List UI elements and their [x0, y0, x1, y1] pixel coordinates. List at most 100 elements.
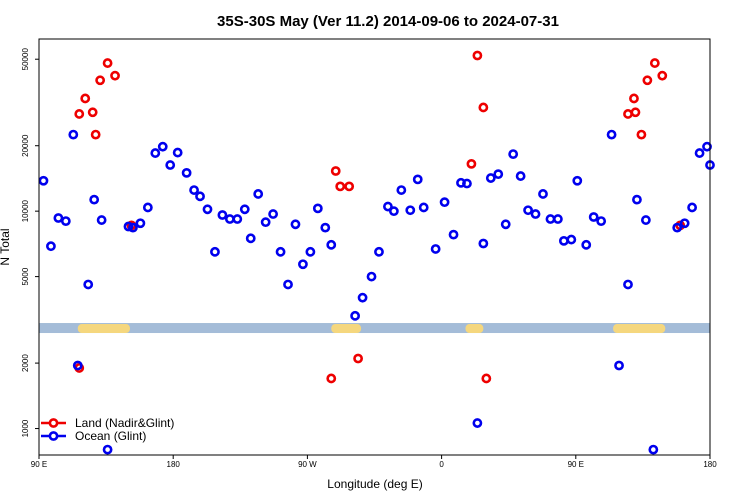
- legend-label: Land (Nadir&Glint): [75, 416, 174, 430]
- ocean-point: [181, 167, 192, 178]
- ocean-point: [530, 209, 541, 219]
- ocean-point: [558, 235, 569, 246]
- legend-label: Ocean (Glint): [75, 429, 146, 443]
- ocean-point: [283, 279, 293, 290]
- x-tick-label: 180: [167, 460, 181, 469]
- ocean-point: [596, 216, 607, 227]
- ocean-point: [430, 244, 441, 254]
- ocean-point: [679, 218, 690, 229]
- x-tick-label: 90 W: [298, 460, 317, 469]
- ocean-point: [210, 246, 220, 257]
- land-mass: [77, 324, 130, 334]
- ocean-point: [96, 215, 107, 225]
- ocean-point: [632, 194, 642, 205]
- ocean-point: [472, 418, 483, 428]
- x-axis-label: Longitude (deg E): [327, 477, 422, 491]
- land-point: [481, 373, 492, 384]
- ocean-point: [648, 444, 659, 455]
- land-point: [80, 93, 91, 104]
- ocean-point: [38, 175, 49, 186]
- land-point: [629, 93, 639, 104]
- land-point: [102, 58, 113, 68]
- land-point: [95, 75, 106, 86]
- ocean-point: [135, 218, 146, 229]
- ocean-point: [102, 444, 113, 455]
- ocean-point: [260, 217, 271, 228]
- ocean-point: [60, 216, 71, 227]
- legend-marker: [48, 431, 59, 441]
- land-point: [623, 109, 633, 119]
- y-tick-label: 10000: [21, 199, 30, 222]
- plot-frame: [38, 38, 711, 456]
- land-point: [110, 70, 120, 81]
- ocean-point: [123, 221, 134, 232]
- ocean-point: [614, 360, 624, 371]
- y-tick-label: 1000: [21, 419, 30, 437]
- land-point: [466, 158, 477, 169]
- ocean-point: [448, 229, 459, 240]
- ocean-point: [694, 148, 705, 158]
- ocean-point: [245, 233, 256, 244]
- land-point: [478, 102, 489, 113]
- land-point: [636, 129, 647, 140]
- ocean-point: [515, 171, 526, 181]
- ocean-point: [268, 209, 279, 219]
- y-tick-label: 2000: [21, 354, 30, 372]
- ocean-point: [290, 219, 301, 230]
- ocean-point: [581, 239, 592, 250]
- land-point: [326, 373, 337, 384]
- ocean-point: [508, 149, 519, 160]
- ocean-point: [68, 129, 79, 140]
- x-tick-label: 180: [703, 460, 717, 469]
- ocean-point: [142, 202, 153, 213]
- ocean-point: [89, 194, 100, 205]
- land-point: [472, 50, 483, 61]
- ocean-point: [195, 191, 205, 202]
- land-point: [87, 107, 98, 118]
- ocean-point: [606, 129, 617, 140]
- x-tick-label: 90 E: [568, 460, 584, 469]
- ocean-band: [39, 323, 710, 334]
- ocean-point: [396, 185, 407, 195]
- ocean-point: [305, 246, 316, 257]
- ocean-point: [623, 279, 633, 290]
- ocean-point: [572, 175, 583, 186]
- ocean-point: [312, 203, 323, 214]
- ocean-point: [350, 310, 361, 321]
- ocean-point: [232, 214, 243, 224]
- land-point: [335, 181, 346, 192]
- land-point: [657, 70, 668, 81]
- ocean-point: [500, 219, 511, 230]
- ocean-point: [493, 169, 504, 180]
- y-tick-label: 50000: [21, 48, 30, 71]
- y-axis-label: N Total: [0, 228, 12, 265]
- ocean-point: [217, 210, 228, 220]
- land-point: [630, 107, 641, 118]
- ocean-point: [275, 246, 286, 257]
- ocean-point: [538, 189, 548, 199]
- ocean-point: [165, 160, 176, 170]
- ocean-point: [553, 214, 563, 224]
- ocean-point: [366, 271, 377, 282]
- ocean-point: [72, 360, 83, 371]
- land-mass: [465, 324, 484, 334]
- legend: Land (Nadir&Glint)Ocean (Glint): [41, 416, 174, 443]
- ocean-point: [702, 141, 712, 152]
- land-point: [642, 75, 653, 86]
- land-point: [649, 58, 660, 68]
- x-tick-label: 90 E: [31, 460, 47, 469]
- land-point: [90, 129, 101, 140]
- land-mass: [613, 324, 666, 334]
- legend-marker: [48, 418, 59, 428]
- land-point: [353, 353, 363, 364]
- land-point: [74, 109, 85, 119]
- ocean-point: [46, 241, 56, 252]
- ocean-point: [545, 214, 556, 224]
- ocean-point: [239, 204, 250, 215]
- ocean-point: [523, 205, 533, 216]
- ocean-point: [687, 202, 698, 213]
- ocean-point: [128, 222, 138, 233]
- ocean-point: [320, 222, 331, 233]
- ocean-point: [485, 173, 496, 183]
